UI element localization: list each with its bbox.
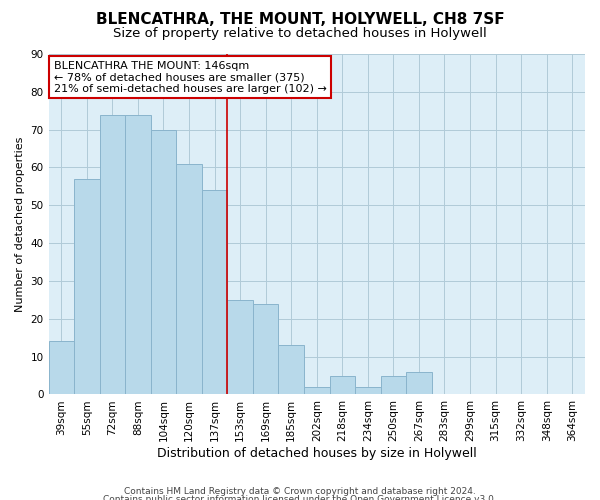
X-axis label: Distribution of detached houses by size in Holywell: Distribution of detached houses by size …	[157, 447, 476, 460]
Bar	[227, 300, 253, 394]
Bar	[278, 346, 304, 395]
Bar	[176, 164, 202, 394]
Bar	[329, 376, 355, 394]
Bar	[74, 179, 100, 394]
Text: BLENCATHRA THE MOUNT: 146sqm
← 78% of detached houses are smaller (375)
21% of s: BLENCATHRA THE MOUNT: 146sqm ← 78% of de…	[54, 61, 327, 94]
Bar	[100, 114, 125, 394]
Text: BLENCATHRA, THE MOUNT, HOLYWELL, CH8 7SF: BLENCATHRA, THE MOUNT, HOLYWELL, CH8 7SF	[95, 12, 505, 28]
Bar	[202, 190, 227, 394]
Text: Size of property relative to detached houses in Holywell: Size of property relative to detached ho…	[113, 28, 487, 40]
Bar	[304, 387, 329, 394]
Bar	[125, 114, 151, 394]
Bar	[380, 376, 406, 394]
Y-axis label: Number of detached properties: Number of detached properties	[15, 136, 25, 312]
Bar	[49, 342, 74, 394]
Bar	[253, 304, 278, 394]
Text: Contains HM Land Registry data © Crown copyright and database right 2024.: Contains HM Land Registry data © Crown c…	[124, 488, 476, 496]
Bar	[151, 130, 176, 394]
Bar	[355, 387, 380, 394]
Text: Contains public sector information licensed under the Open Government Licence v3: Contains public sector information licen…	[103, 495, 497, 500]
Bar	[406, 372, 432, 394]
